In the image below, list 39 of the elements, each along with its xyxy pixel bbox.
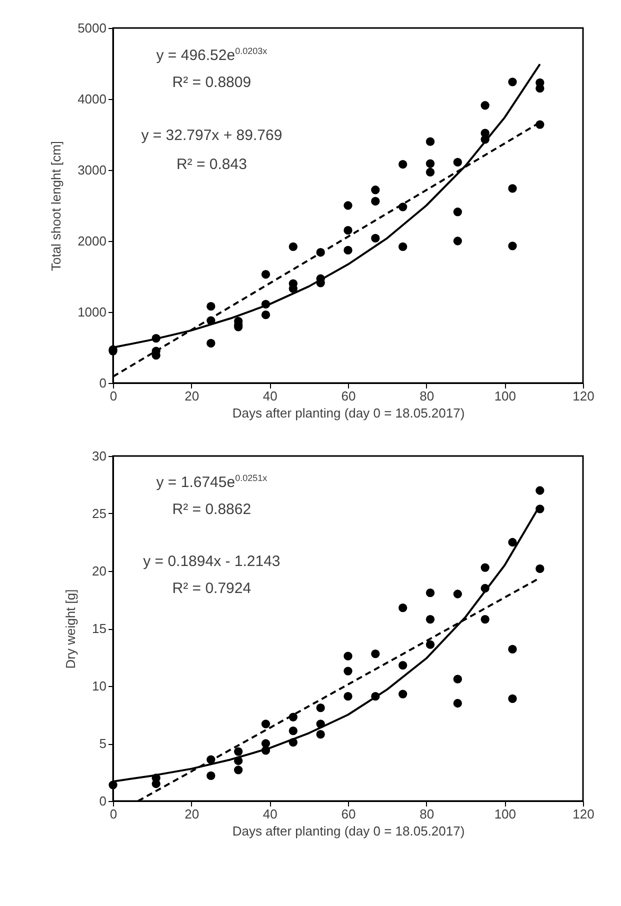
- y-tick-label: 25: [92, 506, 106, 521]
- y-axis-title: Dry weight [g]: [63, 589, 78, 669]
- y-tick-label: 20: [92, 564, 106, 578]
- x-tick-label: 0: [110, 388, 118, 404]
- x-tick-label: 100: [494, 806, 516, 822]
- y-tick-label: 15: [92, 621, 106, 636]
- y-tick-label: 10: [92, 678, 106, 694]
- y-tick-label: 0: [99, 794, 106, 808]
- y-tick-label: 30: [92, 448, 106, 464]
- x-tick-label: 120: [572, 806, 594, 822]
- annotation: R² = 0.8862: [172, 500, 252, 518]
- x-axis-title: Days after planting (day 0 = 18.05.2017): [232, 824, 465, 838]
- x-tick-label: 100: [494, 388, 516, 404]
- y-tick-label: 5000: [78, 20, 106, 36]
- x-axis-title: Days after planting (day 0 = 18.05.2017): [232, 406, 465, 420]
- y-tick-label: 0: [99, 376, 106, 390]
- x-tick-label: 20: [184, 806, 200, 822]
- annotation: R² = 0.843: [176, 156, 247, 173]
- x-tick-label: 80: [420, 388, 434, 404]
- annotation: R² = 0.7924: [172, 580, 252, 598]
- annotation: y = 32.797x + 89.769: [141, 127, 282, 144]
- x-tick-label: 40: [262, 806, 278, 822]
- x-tick-label: 0: [110, 806, 118, 822]
- y-tick-label: 4000: [78, 92, 106, 106]
- annotation: y = 1.6745e$^{0.0251x}$: [156, 473, 268, 492]
- x-tick-label: 60: [341, 388, 356, 404]
- x-tick-label: 120: [572, 388, 594, 404]
- annotation: R² = 0.8809: [172, 74, 252, 92]
- y-tick-label: 1000: [78, 304, 106, 320]
- x-tick-label: 40: [262, 388, 278, 404]
- x-tick-label: 80: [420, 806, 434, 822]
- annotation: y = 0.1894x - 1.2143: [143, 552, 280, 570]
- y-tick-label: 2000: [78, 234, 106, 248]
- x-tick-label: 60: [341, 806, 356, 822]
- y-tick-label: 3000: [78, 162, 106, 178]
- y-tick-label: 5: [99, 736, 106, 751]
- x-tick-label: 20: [184, 388, 200, 404]
- annotation: y = 496.52e$^{0.0203x}$: [156, 46, 268, 64]
- y-axis-title: Total shoot lenght [cm]: [48, 140, 64, 272]
